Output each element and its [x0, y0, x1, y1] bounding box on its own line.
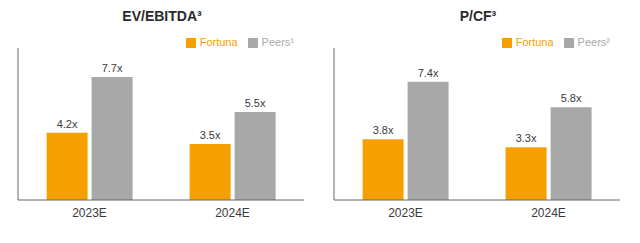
- svg-text:7.4x: 7.4x: [418, 67, 439, 79]
- svg-text:5.8x: 5.8x: [561, 92, 582, 104]
- html-text:Fortuna: Fortuna: [199, 36, 238, 48]
- html-text:Peers²: Peers²: [577, 36, 610, 48]
- svg-text:2024E: 2024E: [215, 206, 250, 220]
- html-text:Peers¹: Peers¹: [261, 36, 294, 48]
- svg-text:4.2x: 4.2x: [57, 118, 78, 130]
- svg-text:2024E: 2024E: [531, 206, 566, 220]
- svg-text:5.5x: 5.5x: [245, 97, 266, 109]
- svg-text:3.5x: 3.5x: [200, 129, 221, 141]
- svg-text:3.8x: 3.8x: [373, 124, 394, 136]
- html-text:Fortuna: Fortuna: [515, 36, 554, 48]
- svg-text:2023E: 2023E: [72, 206, 107, 220]
- svg-text:7.7x: 7.7x: [102, 62, 123, 74]
- svg-text:2023E: 2023E: [388, 206, 423, 220]
- html-text:P/CF³: P/CF³: [459, 8, 497, 24]
- svg-text:3.3x: 3.3x: [516, 132, 537, 144]
- html-text:EV/EBITDA³: EV/EBITDA³: [122, 8, 202, 24]
